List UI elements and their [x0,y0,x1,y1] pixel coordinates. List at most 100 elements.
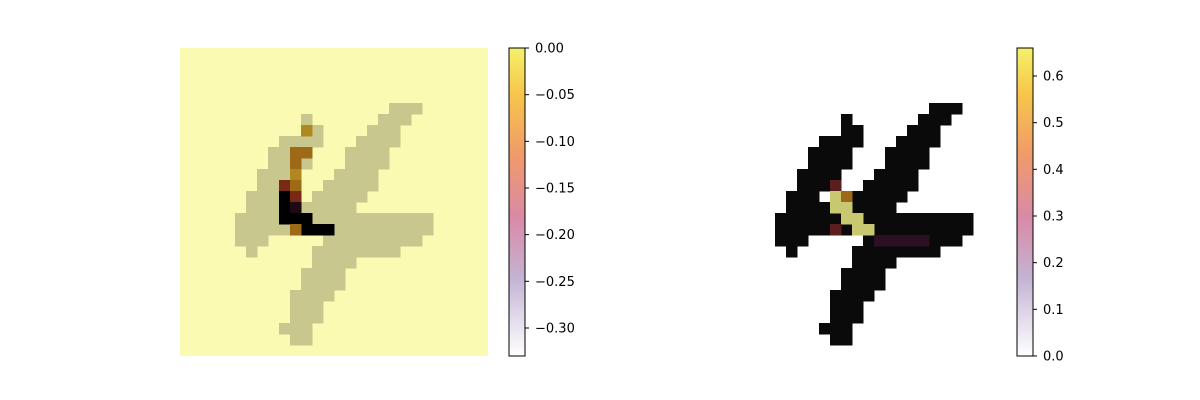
heatmap-left-cell [323,279,335,291]
heatmap-right-attribution-cell [830,191,842,203]
heatmap-left-cell [257,191,269,203]
heatmap-left-cell [279,158,291,170]
heatmap-right-cell [940,213,952,225]
heatmap-right-cell [852,136,864,148]
heatmap-right-cell [874,202,886,214]
heatmap-left-cell [323,213,335,225]
heatmap-left-cell [323,257,335,269]
heatmap-left-cell [334,202,346,214]
heatmap-left-cell [301,301,313,313]
heatmap-left-cell [411,224,423,236]
heatmap-left-cell [323,235,335,247]
heatmap-right-cell [863,191,875,203]
heatmap-left-cell [389,103,401,115]
heatmap-right-cell [852,125,864,137]
heatmap-right-cell [907,147,919,159]
heatmap-right-attribution-cell [852,213,864,225]
heatmap-left-cell [290,312,302,324]
heatmap-left-cell [389,114,401,126]
heatmap-right-cell [863,279,875,291]
heatmap-right-cell [896,136,908,148]
heatmap-left-cell [378,235,390,247]
colorbar-left-bar [508,47,526,357]
heatmap-left-cell [345,169,357,181]
heatmap-left-attribution-cell [323,224,335,236]
heatmap-right-attribution-cell [830,224,842,236]
heatmap-right-cell [852,290,864,302]
heatmap-left-attribution-cell [279,202,291,214]
heatmap-right-cell [819,323,831,335]
heatmap-right-cell [918,213,930,225]
heatmap-right-cell [918,125,930,137]
heatmap-right-cell [841,334,853,346]
heatmap-left-cell [345,213,357,225]
heatmap-right-cell [775,213,787,225]
heatmap-left-cell [389,125,401,137]
heatmap-right-cell [940,235,952,247]
heatmap-right-cell [819,224,831,236]
heatmap-left-cell [235,224,247,236]
heatmap-left-cell [290,290,302,302]
heatmap-right-attribution-cell [874,235,886,247]
heatmap-left-cell [301,323,313,335]
heatmap-right-cell [808,213,820,225]
heatmap-right-cell [852,202,864,214]
heatmap-left-cell [290,323,302,335]
heatmap-right-cell [940,114,952,126]
heatmap-right-cell [830,312,842,324]
heatmap-right-cell [885,213,897,225]
heatmap-left-cell [279,323,291,335]
colorbar-left: 0.00 −0.05 −0.10 −0.15 −0.20 −0.25 −0.30 [508,42,575,357]
heatmap-left-cell [268,224,280,236]
heatmap-right-cell [808,180,820,192]
heatmap-left-cell [400,103,412,115]
heatmap-right-attribution-cell [896,235,908,247]
heatmap-right-cell [907,224,919,236]
heatmap-right-cell [819,169,831,181]
heatmap-left-cell [367,246,379,258]
heatmap-left-cell [279,224,291,236]
heatmap-right-cell [907,125,919,137]
heatmap-right-cell [830,290,842,302]
heatmap-left-cell [411,103,423,115]
heatmap-right-cell [819,136,831,148]
heatmap-right-cell [841,125,853,137]
heatmap-left-cell [257,202,269,214]
heatmap-right-cell [962,213,974,225]
heatmap-left-cell [246,202,258,214]
heatmap-left-cell [334,224,346,236]
heatmap-left-cell [378,158,390,170]
heatmap-right-cell [874,246,886,258]
heatmap-left-cell [246,235,258,247]
heatmap-right-cell [896,169,908,181]
heatmap-right-cell [929,125,941,137]
colorbar-right: 0.0 0.1 0.2 0.3 0.4 0.5 0.6 [1016,47,1064,365]
colorbar-left-tick-label: −0.15 [535,182,575,197]
heatmap-left-cell [312,202,324,214]
heatmap-left-cell [301,202,313,214]
heatmap-right-cell [885,147,897,159]
heatmap-right-cell [918,158,930,170]
heatmap-right-cell [907,136,919,148]
heatmap-left-cell [323,246,335,258]
heatmap-left-cell [257,224,269,236]
heatmap-left-cell [389,213,401,225]
heatmap-right-cell [841,114,853,126]
heatmap-right-cell [786,191,798,203]
heatmap-left-cell [312,125,324,137]
heatmap-right-cell [830,334,842,346]
heatmap-right-cell [841,224,853,236]
heatmap-right-cell [940,103,952,115]
heatmap-left-cell [367,147,379,159]
heatmap-left-cell [312,136,324,148]
heatmap-left-cell [345,147,357,159]
heatmap-left-cell [356,246,368,258]
heatmap-right-cell [841,279,853,291]
heatmap-right-cell [951,103,963,115]
heatmap-right-cell [918,224,930,236]
heatmap-right-cell [830,301,842,313]
heatmap-right-attribution-cell [841,213,853,225]
heatmap-right-cell [852,257,864,269]
heatmap-left-cell [411,213,423,225]
heatmap-left-cell [246,191,258,203]
